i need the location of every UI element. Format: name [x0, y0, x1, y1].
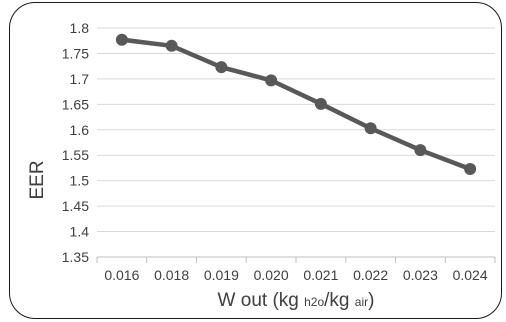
y-axis-title: EER	[27, 160, 48, 199]
data-point	[215, 61, 228, 74]
x-axis-title-subscript: h2o	[304, 295, 324, 309]
x-tick-label: 0.016	[104, 267, 139, 283]
data-points	[115, 33, 477, 175]
data-point	[265, 74, 278, 87]
x-tick-label: 0.024	[453, 267, 488, 283]
y-tick-label: 1.8	[70, 20, 90, 36]
y-tick-labels: 1.35 1.4 1.45 1.5 1.55 1.6 1.65 1.7 1.75 1.8	[62, 20, 89, 265]
x-tick-label: 0.018	[154, 267, 189, 283]
series-line-path	[119, 37, 473, 172]
x-axis-title-part: )	[368, 290, 374, 311]
y-tick-label: 1.7	[70, 71, 90, 87]
x-tick-label: 0.019	[204, 267, 239, 283]
y-tick-label: 1.55	[62, 147, 89, 163]
data-point	[115, 33, 128, 46]
x-tick-label: 0.023	[403, 267, 438, 283]
data-point	[414, 144, 427, 157]
x-axis-title-subscript: air	[355, 295, 368, 309]
y-tick-label: 1.45	[62, 198, 89, 214]
y-tick-label: 1.75	[62, 45, 89, 61]
y-tick-label: 1.6	[70, 122, 90, 138]
x-tick-label: 0.022	[353, 267, 388, 283]
x-tick-label: 0.020	[254, 267, 289, 283]
y-tick-label: 1.4	[70, 224, 90, 240]
axes	[96, 256, 496, 263]
y-tick-label: 1.35	[62, 249, 89, 265]
y-tick-label: 1.5	[70, 173, 90, 189]
chart-frame	[9, 2, 502, 319]
x-tick-label: 0.021	[303, 267, 338, 283]
x-axis-title: W out (kg h2o/kg air)	[218, 290, 375, 311]
data-point	[165, 39, 178, 52]
x-axis-title-part: /kg	[324, 290, 355, 311]
data-point	[464, 162, 477, 175]
data-point	[364, 122, 377, 135]
x-tick-labels: 0.016 0.018 0.019 0.020 0.021 0.022 0.023 0.024	[104, 267, 487, 283]
y-tick-label: 1.65	[62, 96, 89, 112]
gridlines	[97, 27, 495, 233]
x-axis-title-part: W out (kg	[218, 290, 305, 311]
series-line	[119, 37, 473, 172]
data-point	[314, 97, 327, 110]
